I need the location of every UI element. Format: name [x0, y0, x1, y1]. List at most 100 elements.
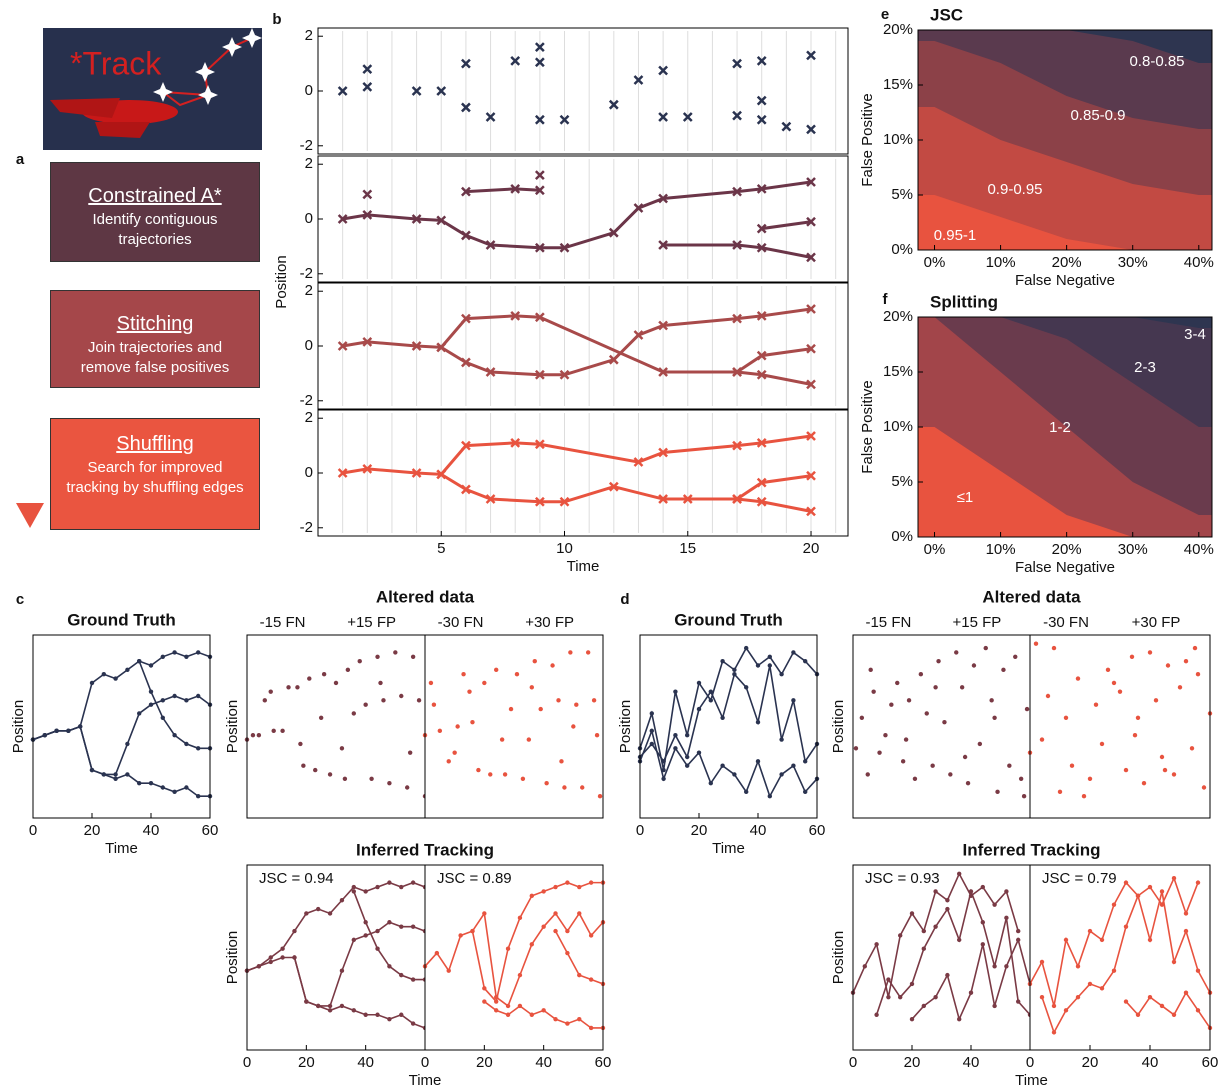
data-point [1064, 1008, 1068, 1012]
data-point [1160, 889, 1164, 893]
data-point [78, 724, 82, 728]
plot-area [318, 156, 848, 282]
y-axis-label: Position [830, 931, 847, 984]
data-point [1016, 938, 1020, 942]
data-point [886, 995, 890, 999]
y-axis-label: False Positive [859, 93, 876, 186]
data-point [592, 698, 596, 702]
data-point [184, 655, 188, 659]
data-point [292, 955, 296, 959]
data-point [559, 759, 563, 763]
data-point [530, 894, 534, 898]
data-point [732, 672, 736, 676]
data-point [1148, 995, 1152, 999]
x-tick-label: 0 [636, 822, 644, 839]
data-point [898, 995, 902, 999]
data-point [304, 999, 308, 1003]
data-point [803, 659, 807, 663]
step-title: Stitching [61, 313, 249, 336]
data-point [307, 676, 311, 680]
data-point [963, 755, 967, 759]
data-point [363, 703, 367, 707]
data-point [184, 742, 188, 746]
chart-title: Ground Truth [674, 610, 783, 629]
data-point [1058, 790, 1062, 794]
data-point [925, 711, 929, 715]
data-point [1172, 960, 1176, 964]
data-point [1088, 982, 1092, 986]
annotation: JSC = 0.79 [1042, 870, 1117, 887]
data-point [673, 689, 677, 693]
data-point [340, 746, 344, 750]
data-point [286, 685, 290, 689]
x-tick-label: 5 [437, 540, 445, 557]
data-point [1052, 1004, 1056, 1008]
step-title: Constrained A* [61, 185, 249, 208]
data-point [650, 742, 654, 746]
data-point [1004, 964, 1008, 968]
data-point [957, 872, 961, 876]
data-point [568, 650, 572, 654]
plot-area [640, 635, 817, 818]
data-point [1184, 911, 1188, 915]
data-point [1040, 960, 1044, 964]
data-point [744, 790, 748, 794]
x-tick-label: 40 [750, 822, 767, 839]
data-point [1196, 969, 1200, 973]
data-point [196, 650, 200, 654]
y-axis-label: False Positive [859, 380, 876, 473]
data-point [539, 707, 543, 711]
chart-title: Inferred Tracking [356, 840, 494, 859]
panel-condition: +15 FP [953, 614, 1002, 631]
x-tick-label: 40% [1184, 541, 1214, 558]
panel-label: d [620, 591, 629, 608]
data-point [1133, 733, 1137, 737]
x-tick-label: 20 [476, 1054, 493, 1071]
y-tick-label: 2 [305, 282, 313, 299]
data-point [550, 663, 554, 667]
y-tick-label: 0 [305, 337, 313, 354]
data-point [518, 1004, 522, 1008]
x-axis-label: Time [1015, 1072, 1048, 1089]
region-label: ≤1 [957, 489, 974, 506]
data-point [1064, 716, 1068, 720]
data-point [251, 733, 255, 737]
data-point [298, 742, 302, 746]
data-point [933, 924, 937, 928]
data-point [661, 759, 665, 763]
x-tick-label: 20 [803, 540, 820, 557]
data-point [866, 772, 870, 776]
data-point [895, 681, 899, 685]
y-axis-label: Position [273, 255, 290, 308]
data-point [387, 920, 391, 924]
data-point [482, 999, 486, 1003]
data-point [904, 737, 908, 741]
data-point [889, 703, 893, 707]
x-tick-label: 0 [29, 822, 37, 839]
step-text: Join trajectories and remove false posit… [61, 338, 249, 378]
y-tick-label: 0 [305, 464, 313, 481]
y-tick-label: 15% [883, 76, 913, 93]
data-point [933, 685, 937, 689]
data-point [969, 889, 973, 893]
data-point [494, 1008, 498, 1012]
data-point [886, 977, 890, 981]
data-point [922, 929, 926, 933]
data-point [343, 777, 347, 781]
data-point [936, 659, 940, 663]
data-point [1184, 659, 1188, 663]
data-point [399, 924, 403, 928]
plot-area [318, 410, 848, 536]
data-point [589, 977, 593, 981]
data-point [149, 689, 153, 693]
data-point [966, 781, 970, 785]
data-point [322, 672, 326, 676]
region-label: 0.9-0.95 [987, 181, 1042, 198]
data-point [381, 698, 385, 702]
data-point [363, 1013, 367, 1017]
data-point [1004, 889, 1008, 893]
data-point [482, 986, 486, 990]
y-tick-label: 2 [305, 155, 313, 172]
data-point [455, 724, 459, 728]
data-point [922, 1004, 926, 1008]
